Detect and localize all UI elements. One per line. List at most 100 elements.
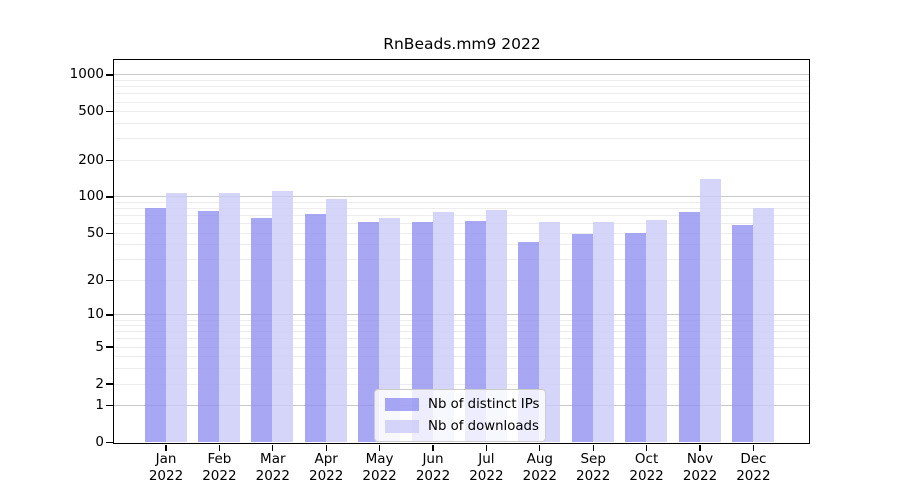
- major-gridline: [114, 314, 809, 316]
- minor-gridline: [114, 86, 809, 88]
- x-tick-mark: [432, 444, 434, 451]
- y-tick-label: 0: [95, 434, 104, 450]
- x-tick-month: Sep: [580, 451, 606, 467]
- x-tick-label-jul: Jul 2022: [451, 451, 521, 485]
- bar-dec-distinct-ips: [731, 225, 753, 442]
- minor-gridline: [114, 101, 809, 103]
- bar-apr-distinct-ips: [304, 214, 326, 442]
- minor-gridline: [114, 346, 809, 348]
- legend-label-downloads: Nb of downloads: [428, 419, 539, 434]
- plot-area: [113, 59, 810, 444]
- minor-gridline: [114, 338, 809, 340]
- bar-mar-distinct-ips: [251, 218, 273, 442]
- minor-gridline: [114, 223, 809, 225]
- x-tick-mark: [592, 444, 594, 451]
- minor-gridline: [114, 111, 809, 113]
- x-tick-month: Dec: [740, 451, 767, 467]
- x-tick-year: 2022: [202, 468, 237, 484]
- major-gridline: [114, 74, 809, 76]
- x-tick-month: Oct: [634, 451, 659, 467]
- x-tick-year: 2022: [415, 468, 451, 484]
- x-tick-month: Feb: [207, 451, 232, 467]
- minor-gridline: [114, 319, 809, 321]
- y-tick-label: 1000: [69, 66, 104, 83]
- x-tick-month: Nov: [686, 451, 714, 467]
- minor-gridline: [114, 331, 809, 333]
- x-tick-label-jun: Jun 2022: [398, 451, 468, 485]
- bar-may-distinct-ips: [358, 221, 380, 442]
- x-tick-mark: [378, 444, 381, 451]
- bar-feb-distinct-ips: [197, 210, 219, 442]
- y-tick-mark: [106, 159, 113, 162]
- y-tick-label: 5: [95, 338, 104, 355]
- minor-gridline: [114, 383, 809, 385]
- x-tick-mark: [325, 444, 327, 451]
- x-tick-label-sep: Sep 2022: [558, 451, 628, 485]
- x-tick-mark: [485, 444, 488, 451]
- minor-gridline: [114, 80, 809, 82]
- minor-gridline: [114, 368, 809, 370]
- legend-item-distinct-ips: Nb of distinct IPs: [385, 397, 539, 412]
- minor-gridline: [114, 259, 809, 261]
- y-tick-mark: [106, 383, 113, 385]
- y-tick-label: 2: [95, 375, 104, 392]
- x-tick-label-oct: Oct 2022: [612, 451, 682, 485]
- bar-jul-downloads: [485, 209, 507, 442]
- bar-apr-downloads: [325, 199, 347, 442]
- bar-mar-downloads: [272, 190, 294, 442]
- legend-swatch-downloads: [385, 420, 419, 433]
- x-tick-mark: [645, 444, 648, 451]
- bar-nov-downloads: [699, 179, 721, 442]
- y-tick-label: 50: [86, 224, 104, 241]
- x-tick-label-apr: Apr 2022: [291, 451, 361, 485]
- minor-gridline: [114, 325, 809, 327]
- x-tick-year: 2022: [522, 468, 557, 484]
- minor-gridline: [114, 280, 809, 282]
- y-tick-mark: [106, 441, 113, 444]
- bar-sep-distinct-ips: [571, 233, 593, 442]
- y-tick-label: 20: [86, 272, 104, 289]
- minor-gridline: [114, 123, 809, 125]
- x-tick-month: May: [365, 451, 394, 467]
- bar-aug-downloads: [539, 221, 561, 442]
- x-tick-label-dec: Dec 2022: [718, 451, 788, 485]
- y-tick-label: 10: [86, 306, 104, 323]
- y-tick-mark: [106, 404, 113, 407]
- x-tick-month: Jul: [478, 451, 495, 467]
- bar-feb-downloads: [218, 192, 240, 442]
- y-tick-mark: [106, 232, 113, 234]
- minor-gridline: [114, 232, 809, 234]
- y-tick-mark: [106, 74, 113, 76]
- bar-sep-downloads: [592, 221, 614, 442]
- bar-jan-distinct-ips: [144, 208, 166, 442]
- minor-gridline: [114, 208, 809, 210]
- bar-jun-distinct-ips: [411, 222, 433, 442]
- x-tick-year: 2022: [469, 468, 504, 484]
- y-tick-mark: [106, 196, 113, 198]
- x-tick-year: 2022: [576, 468, 611, 484]
- x-tick-mark: [699, 444, 701, 451]
- x-tick-label-may: May 2022: [345, 451, 415, 485]
- bar-dec-downloads: [752, 208, 774, 442]
- bar-jan-downloads: [165, 192, 187, 442]
- x-tick-mark: [218, 444, 221, 451]
- bar-may-downloads: [379, 217, 401, 442]
- x-tick-year: 2022: [362, 468, 397, 484]
- bar-jun-downloads: [432, 212, 454, 442]
- plot-inner: [114, 60, 809, 443]
- y-tick-mark: [106, 111, 113, 113]
- legend-swatch-distinct-ips: [385, 398, 419, 411]
- y-tick-label: 200: [78, 151, 104, 168]
- x-tick-label-mar: Mar 2022: [238, 451, 308, 485]
- x-tick-month: Mar: [260, 451, 286, 467]
- x-tick-label-aug: Aug 2022: [505, 451, 575, 485]
- x-tick-year: 2022: [255, 468, 290, 484]
- x-tick-label-feb: Feb 2022: [184, 451, 254, 485]
- y-tick-mark: [106, 279, 113, 282]
- x-tick-month: Apr: [314, 451, 338, 467]
- minor-gridline: [114, 159, 809, 161]
- y-tick-label: 1: [95, 397, 104, 414]
- bar-nov-distinct-ips: [678, 211, 700, 442]
- legend-item-downloads: Nb of downloads: [385, 419, 539, 434]
